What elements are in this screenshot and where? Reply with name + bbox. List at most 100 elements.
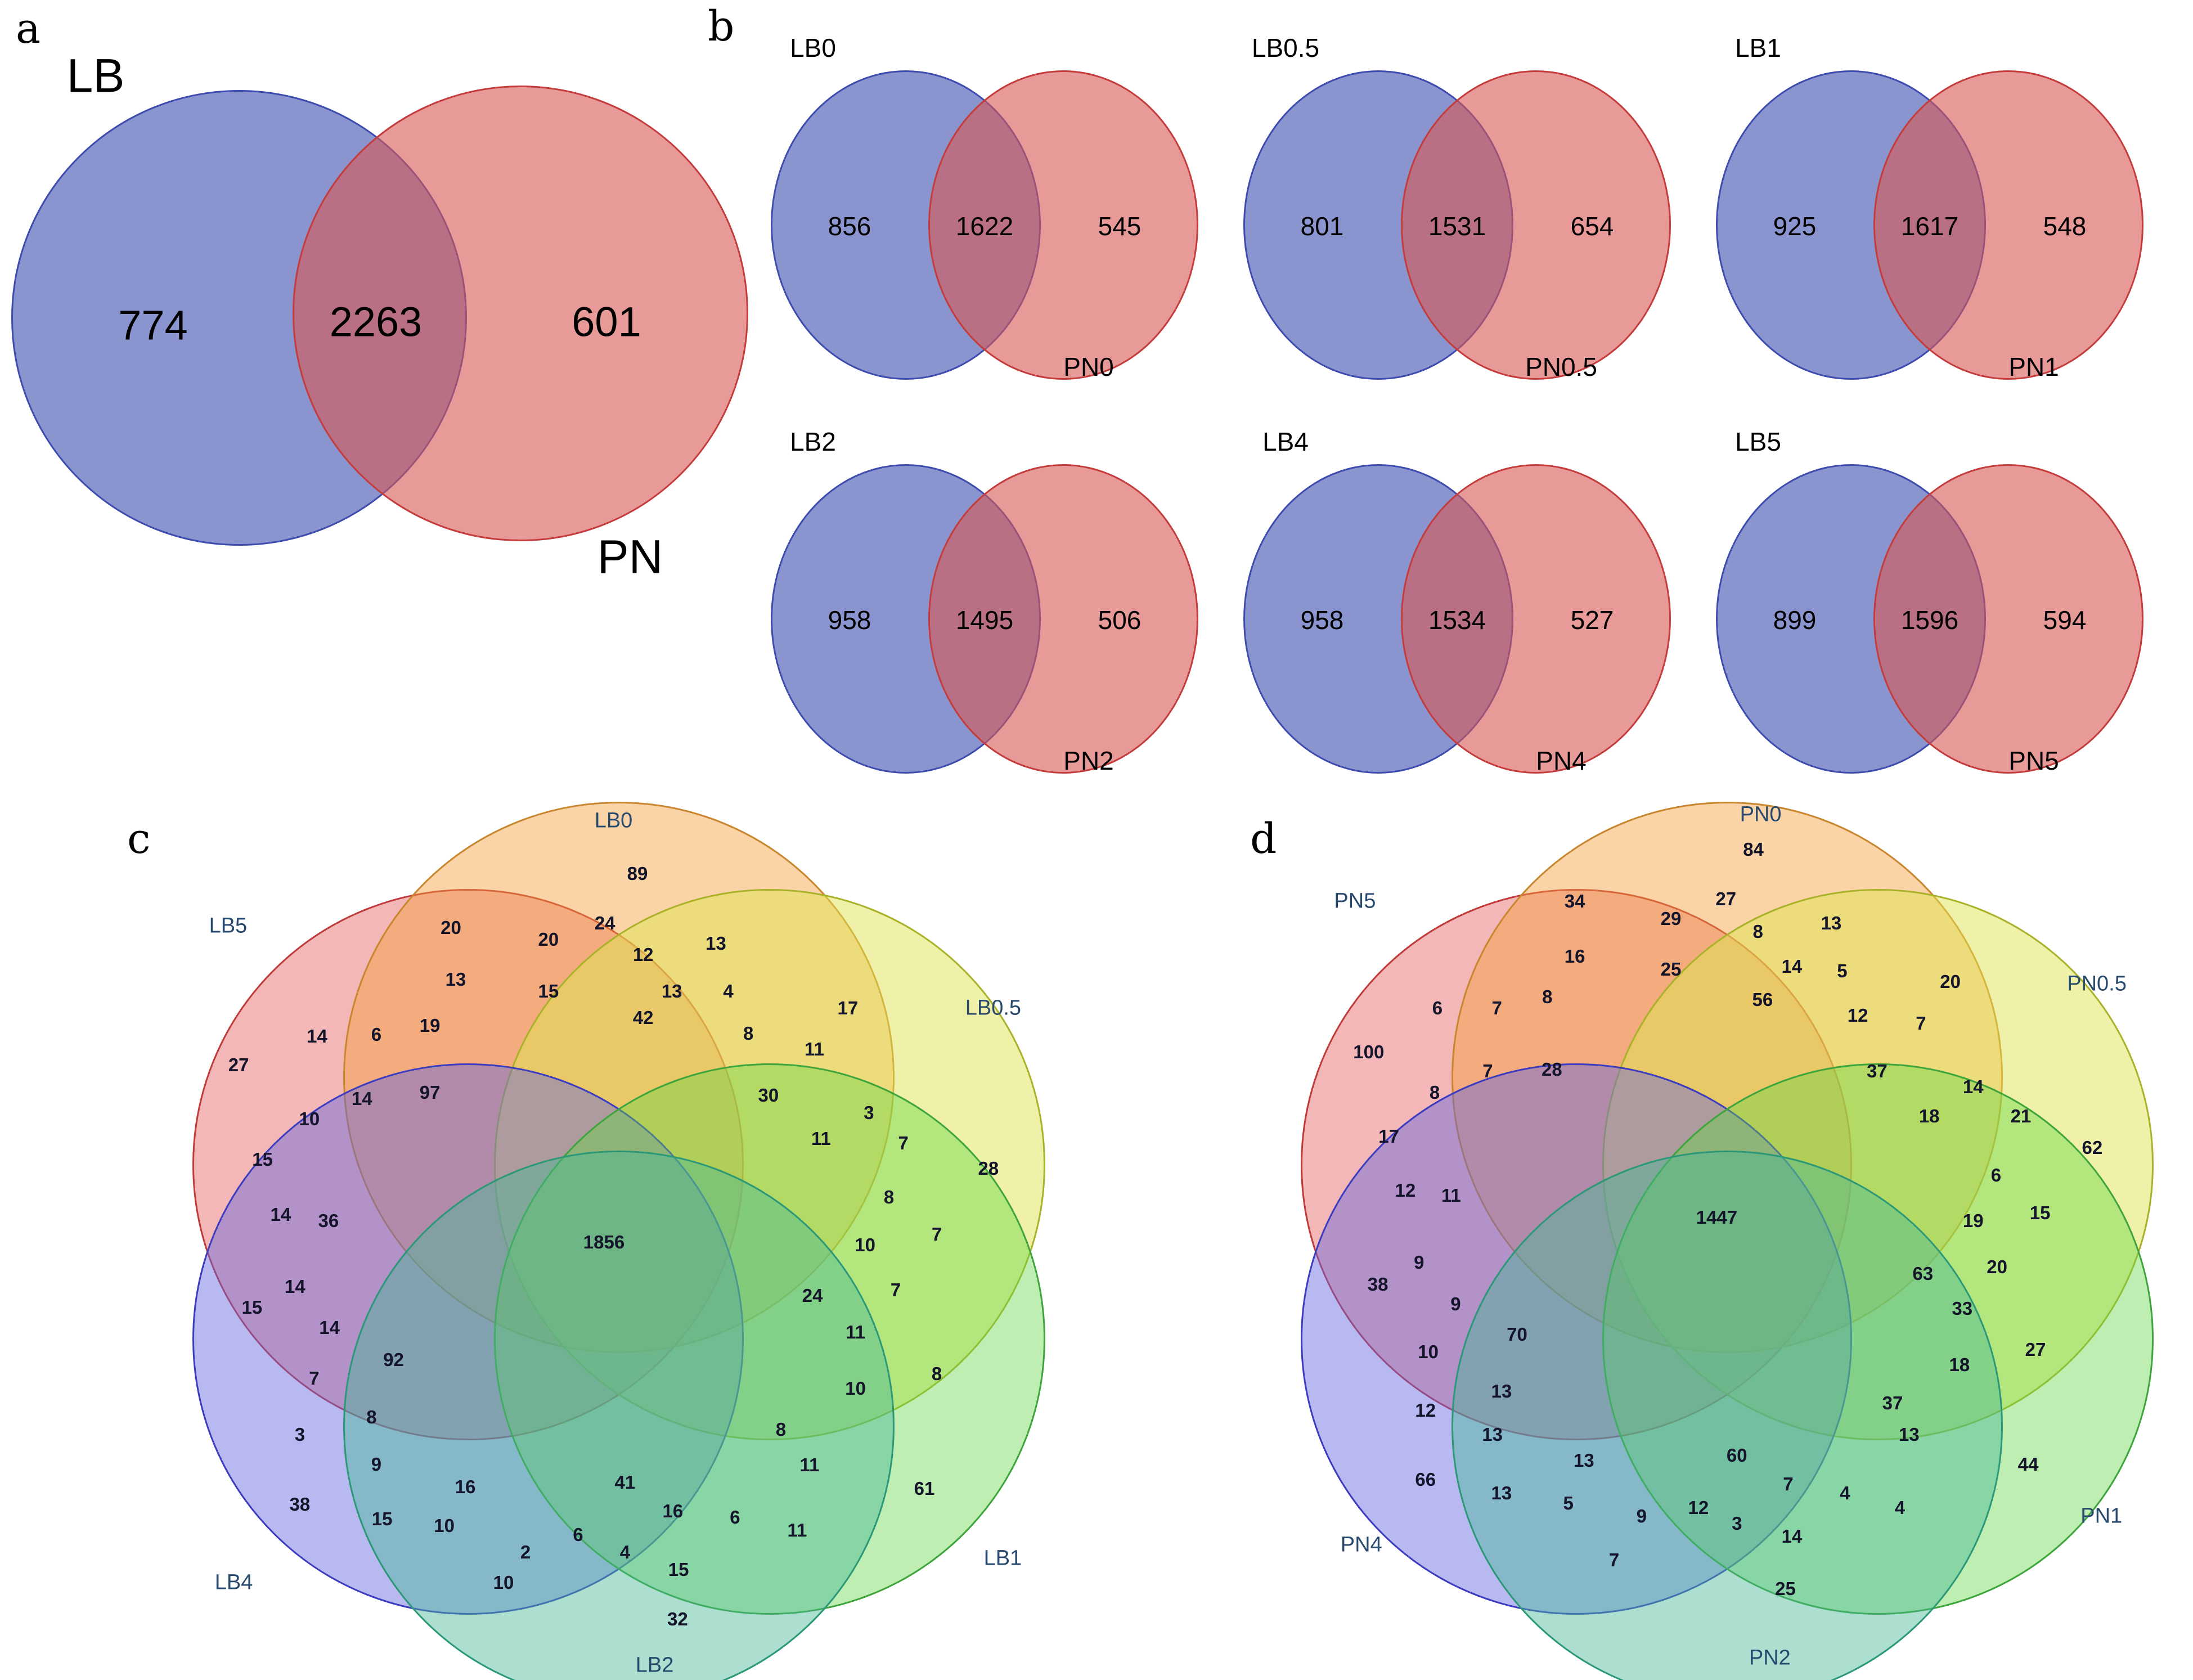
panel-d-region-value-45: 37 xyxy=(1882,1392,1903,1414)
panel-c-region-value-57: 6 xyxy=(573,1524,583,1545)
venn2-right-ellipse xyxy=(1401,70,1671,380)
panel-c-region-value-7: 15 xyxy=(538,980,559,1001)
panel-d-region-value-19: 28 xyxy=(1542,1058,1562,1080)
venn2-left-value: 958 xyxy=(828,605,871,635)
panel-letter-c: c xyxy=(127,815,151,863)
panel-d-set-label-PN1: PN1 xyxy=(2080,1504,2123,1528)
panel-c-region-value-56: 11 xyxy=(787,1520,807,1541)
panel-d-region-value-12: 12 xyxy=(1847,1004,1868,1026)
panel-d-region-value-37: 9 xyxy=(1450,1293,1461,1315)
panel-d-region-value-9: 5 xyxy=(1837,960,1848,981)
venn2-top-label: LB0.5 xyxy=(1251,33,1320,62)
panel-d-region-value-23: 18 xyxy=(1918,1106,1940,1127)
panel-d-region-value-17: 100 xyxy=(1353,1041,1385,1062)
panel-c-region-value-61: 10 xyxy=(493,1571,514,1593)
venn2-right-ellipse xyxy=(1401,464,1671,774)
panel-c-region-value-37: 14 xyxy=(319,1317,340,1338)
panel-c-region-value-53: 6 xyxy=(730,1506,740,1528)
panel-a-overlap-value: 2263 xyxy=(329,298,423,345)
panel-d-region-value-32: 15 xyxy=(2029,1202,2051,1223)
venn2-right-value: 545 xyxy=(1098,212,1142,241)
venn2-middle-value: 1534 xyxy=(1428,605,1486,635)
panel-d-venn6-PN: PN0 PN5 PN0.5 PN1 PN2 PN4 84 34 27 29 8 13 16 25 14 5 20… xyxy=(1277,802,2193,1680)
panel-a-right-circle xyxy=(293,86,748,541)
panel-d-region-value-21: 8 xyxy=(1429,1082,1440,1103)
panel-d-region-value-43: 13 xyxy=(1491,1380,1512,1402)
panel-d-region-value-24: 21 xyxy=(2010,1106,2032,1127)
panel-c-region-value-33: 14 xyxy=(285,1276,305,1297)
venn2-bottom-label: PN5 xyxy=(2008,746,2059,775)
panel-a-left-value: 774 xyxy=(118,302,188,349)
panel-letter-a: a xyxy=(16,5,41,53)
panel-d-region-value-22: 14 xyxy=(1962,1076,1984,1097)
panel-c-region-value-1: 20 xyxy=(441,917,461,938)
venn2-right-ellipse xyxy=(1873,464,2143,774)
panel-d-region-value-55: 4 xyxy=(1840,1482,1850,1503)
panel-d-region-value-42: 10 xyxy=(1418,1341,1439,1363)
venn2-cell-LB1: LB1 925 1617 548 PN1 xyxy=(1654,17,2143,411)
venn2-cell-LB5: LB5 899 1596 594 PN5 xyxy=(1654,411,2143,805)
panel-c-region-value-21: 10 xyxy=(299,1108,320,1129)
d-circle-pn2 xyxy=(1451,1151,2003,1680)
panel-d-region-value-28: 12 xyxy=(1395,1179,1416,1201)
panel-d-region-value-29: 11 xyxy=(1441,1184,1461,1206)
panel-c-region-value-20: 30 xyxy=(758,1085,779,1106)
panel-d-region-value-36: 63 xyxy=(1912,1263,1934,1284)
panel-d-region-value-33: 9 xyxy=(1414,1251,1424,1273)
venn2-left-value: 958 xyxy=(1300,605,1344,635)
venn2-cell-LB2: LB2 958 1495 506 PN2 xyxy=(709,411,1198,805)
panel-c-region-value-34: 15 xyxy=(241,1297,263,1318)
panel-d-set-label-PN4: PN4 xyxy=(1340,1533,1382,1557)
panel-c-set-label-LB1: LB1 xyxy=(983,1546,1022,1570)
venn2-bottom-label: PN1 xyxy=(2008,352,2059,381)
panel-d-region-value-47: 13 xyxy=(1898,1424,1920,1445)
panel-c-region-value-18: 97 xyxy=(419,1082,441,1103)
panel-d-region-value-14: 6 xyxy=(1432,998,1443,1019)
panel-d-set-label-PN0: PN0 xyxy=(1740,802,1782,826)
panel-c-region-value-17: 27 xyxy=(228,1054,249,1075)
panel-d-region-value-26: 62 xyxy=(2082,1137,2103,1158)
panel-d-region-value-58: 4 xyxy=(1894,1497,1906,1518)
panel-d-region-value-57: 12 xyxy=(1688,1497,1709,1518)
venn2-bottom-label: PN4 xyxy=(1536,746,1587,775)
panel-c-set-label-LB0.5: LB0.5 xyxy=(965,996,1022,1020)
panel-c-region-value-49: 16 xyxy=(455,1476,476,1497)
panel-c-set-label-LB5: LB5 xyxy=(209,914,248,938)
venn2-right-value: 654 xyxy=(1570,212,1614,241)
panel-c-region-value-47: 41 xyxy=(614,1472,636,1493)
panel-c-region-value-8: 13 xyxy=(661,980,682,1001)
panel-c-region-value-0: 89 xyxy=(627,863,648,884)
panel-c-region-value-45: 8 xyxy=(775,1418,787,1440)
panel-d-region-value-53: 7 xyxy=(1783,1474,1794,1495)
venn2-cell-LB0.5: LB0.5 801 1531 654 PN0.5 xyxy=(1181,17,1671,411)
panel-d-region-value-46: 13 xyxy=(1482,1424,1503,1445)
panel-c-region-value-15: 8 xyxy=(743,1023,754,1044)
panel-d-region-value-41: 27 xyxy=(2025,1338,2046,1360)
panel-d-region-value-11: 56 xyxy=(1752,989,1773,1010)
panel-d-region-value-38: 33 xyxy=(1952,1297,1973,1319)
panel-d-region-value-61: 7 xyxy=(1608,1549,1620,1570)
panel-d-region-value-10: 20 xyxy=(1940,971,1961,992)
panel-c-set-label-LB2: LB2 xyxy=(635,1653,674,1677)
panel-c-region-value-26: 28 xyxy=(978,1157,999,1179)
venn2-right-value: 594 xyxy=(2043,605,2087,635)
venn2-top-label: LB2 xyxy=(790,427,836,456)
venn2-right-value: 527 xyxy=(1570,605,1614,635)
venn2-middle-value: 1617 xyxy=(1900,212,1959,241)
venn2-bottom-label: PN0 xyxy=(1063,352,1114,381)
panel-c-region-value-30: 1856 xyxy=(583,1232,625,1253)
panel-c-region-value-10: 17 xyxy=(837,998,859,1019)
panel-c-region-value-60: 15 xyxy=(668,1558,689,1580)
venn2-top-label: LB1 xyxy=(1735,33,1781,62)
venn2-middle-value: 1531 xyxy=(1428,212,1486,241)
panel-c-region-value-23: 11 xyxy=(811,1128,831,1149)
panel-a-right-value: 601 xyxy=(572,298,641,345)
venn2-cell-LB0: LB0 856 1622 545 PN0 xyxy=(709,17,1198,411)
venn2-cell-LB4: LB4 958 1534 527 PN4 xyxy=(1181,411,1671,805)
panel-c-region-value-43: 8 xyxy=(366,1407,377,1428)
venn2-left-value: 856 xyxy=(828,212,871,241)
venn2-bottom-label: PN0.5 xyxy=(1525,352,1597,381)
panel-c-region-value-59: 4 xyxy=(619,1541,631,1562)
venn2-left-value: 925 xyxy=(1773,212,1817,241)
panel-d-region-value-40: 18 xyxy=(1949,1354,1970,1376)
